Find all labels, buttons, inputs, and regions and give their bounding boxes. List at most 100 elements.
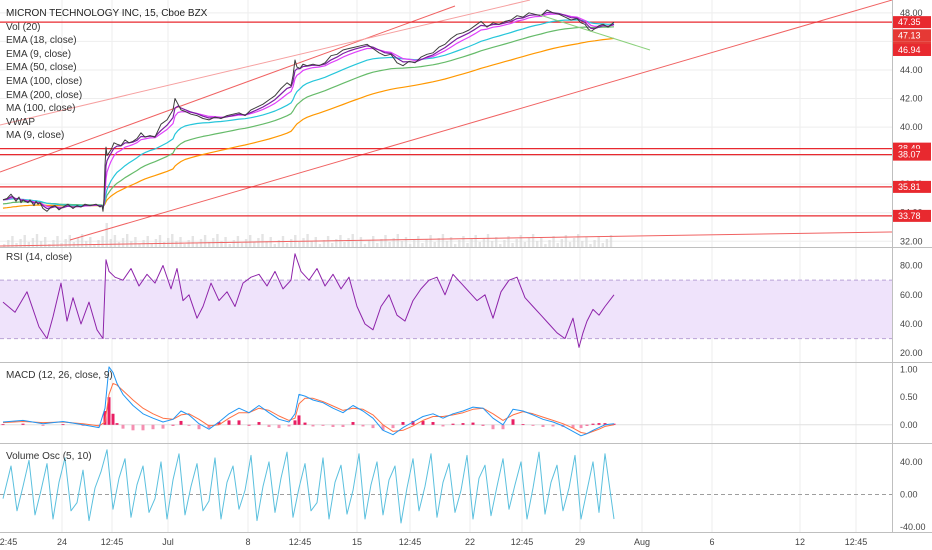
macd-hist-bar-6 xyxy=(103,411,107,425)
volume-bar-3 xyxy=(15,243,18,247)
legend-ema18[interactable]: EMA (18, close) xyxy=(6,35,77,47)
legend-ma9[interactable]: MA (9, close) xyxy=(6,130,65,142)
trendline-mid xyxy=(69,0,893,241)
volume-bar-9 xyxy=(39,241,43,247)
volume-bar-118 xyxy=(486,234,490,247)
volume-bar-134 xyxy=(552,236,555,247)
rsi-axis-tick-2: 60.00 xyxy=(900,290,923,300)
volume-bar-139 xyxy=(572,238,576,247)
volume-bar-18 xyxy=(76,238,80,247)
time-axis-tick-7: 12:45 xyxy=(399,537,422,547)
macd-hist-bar-49 xyxy=(491,424,495,430)
volume-bar-131 xyxy=(540,237,543,247)
volume-bar-137 xyxy=(564,235,568,247)
macd-hist-bar-45 xyxy=(451,423,455,425)
time-axis-tick-2: 12:45 xyxy=(101,537,124,547)
volume-bar-142 xyxy=(585,237,588,247)
volume-bar-122 xyxy=(503,240,506,247)
price-tag-label-5: 38.07 xyxy=(898,150,921,160)
volume-bar-94 xyxy=(388,242,391,247)
legend-vwap[interactable]: VWAP xyxy=(6,116,36,128)
macd-hist-bar-37 xyxy=(371,424,375,429)
time-axis-tick-3: Jul xyxy=(162,537,174,547)
volume-bar-42 xyxy=(175,241,178,247)
volume-bar-110 xyxy=(454,244,457,247)
volosc-axis-tick-0: -40.00 xyxy=(900,522,926,532)
volume-bar-75 xyxy=(310,241,313,247)
macd-hist-bar-39 xyxy=(391,424,395,429)
macd-hist-bar-27 xyxy=(287,424,291,427)
macd-hist-bar-29 xyxy=(297,415,301,425)
legend-vol[interactable]: Vol (20) xyxy=(6,21,41,33)
macd-hist-bar-9 xyxy=(115,423,119,425)
volume-bar-35 xyxy=(146,236,149,247)
macd-hist-bar-33 xyxy=(331,424,335,427)
macd-hist-bar-41 xyxy=(411,420,415,425)
volume-bar-83 xyxy=(343,242,346,247)
time-axis-tick-5: 12:45 xyxy=(289,537,312,547)
macd-hist-bar-2 xyxy=(41,424,45,426)
ema100-line xyxy=(2,26,615,206)
ema50-line xyxy=(2,19,615,207)
macd-hist-bar-16 xyxy=(179,420,183,425)
macd-hist-bar-14 xyxy=(161,424,165,429)
volume-bar-60 xyxy=(249,235,252,247)
time-axis-tick-8: 22 xyxy=(465,537,475,547)
time-axis-tick-14: 12:45 xyxy=(845,537,868,547)
legend-ema50[interactable]: EMA (50, close) xyxy=(6,62,77,74)
volume-bar-50 xyxy=(208,242,211,247)
rsi-pane-label[interactable]: RSI (14, close) xyxy=(6,252,73,263)
time-axis-tick-1: 24 xyxy=(57,537,67,547)
time-axis-tick-4: 8 xyxy=(245,537,250,547)
volume-bar-32 xyxy=(134,237,137,247)
macd-hist-bar-50 xyxy=(501,424,505,430)
volume-bar-120 xyxy=(495,237,498,247)
legend-ema100[interactable]: EMA (100, close) xyxy=(6,75,83,87)
volume-bar-1 xyxy=(7,240,10,247)
volume-bar-4 xyxy=(19,239,22,247)
legend-ma100[interactable]: MA (100, close) xyxy=(6,103,76,115)
macd-hist-bar-20 xyxy=(217,422,221,425)
volume-bar-97 xyxy=(400,241,404,247)
volume-bar-145 xyxy=(597,236,600,247)
macd-hist-bar-46 xyxy=(461,423,465,425)
macd-hist-bar-32 xyxy=(321,424,325,426)
volume-bar-73 xyxy=(302,238,305,247)
volume-bar-124 xyxy=(511,243,514,247)
volume-bar-89 xyxy=(367,240,371,247)
volume-bar-20 xyxy=(85,241,88,247)
volume-bar-77 xyxy=(318,244,322,247)
macd-hist-bar-18 xyxy=(197,424,201,430)
volume-bar-136 xyxy=(560,239,563,247)
macd-hist-bar-25 xyxy=(267,424,271,427)
legend-ema200[interactable]: EMA (200, close) xyxy=(6,89,83,101)
trendline-upper xyxy=(0,5,456,173)
volosc-pane-label[interactable]: Volume Osc (5, 10) xyxy=(6,451,92,462)
volume-bar-132 xyxy=(544,244,547,247)
volume-bar-49 xyxy=(203,235,207,247)
macd-axis-tick-0: 0.00 xyxy=(900,420,918,430)
rsi-axis-tick-0: 20.00 xyxy=(900,348,923,358)
time-axis-tick-6: 15 xyxy=(352,537,362,547)
macd-hist-bar-4 xyxy=(81,424,85,426)
volume-bar-125 xyxy=(515,239,518,247)
volume-bar-67 xyxy=(277,240,281,247)
volume-bar-128 xyxy=(527,238,531,247)
macd-hist-bar-17 xyxy=(187,424,191,426)
macd-pane-label[interactable]: MACD (12, 26, close, 9) xyxy=(6,370,113,381)
rsi-band xyxy=(0,280,892,339)
volume-bar-114 xyxy=(470,239,473,247)
legend-ema9[interactable]: EMA (9, close) xyxy=(6,48,72,60)
price-axis-tick-top: 48.00 xyxy=(900,8,923,18)
volume-bar-62 xyxy=(257,238,260,247)
volume-bar-143 xyxy=(589,244,592,247)
rsi-axis-tick-3: 80.00 xyxy=(900,261,923,271)
trendline-lower xyxy=(0,231,893,247)
volume-bar-40 xyxy=(167,238,170,247)
volume-bar-38 xyxy=(158,235,162,247)
volume-bar-108 xyxy=(445,241,449,247)
price-axis-tick-0: 32.00 xyxy=(900,236,923,246)
price-tag-label-0: 47.35 xyxy=(898,17,921,27)
volume-bar-111 xyxy=(458,240,461,247)
